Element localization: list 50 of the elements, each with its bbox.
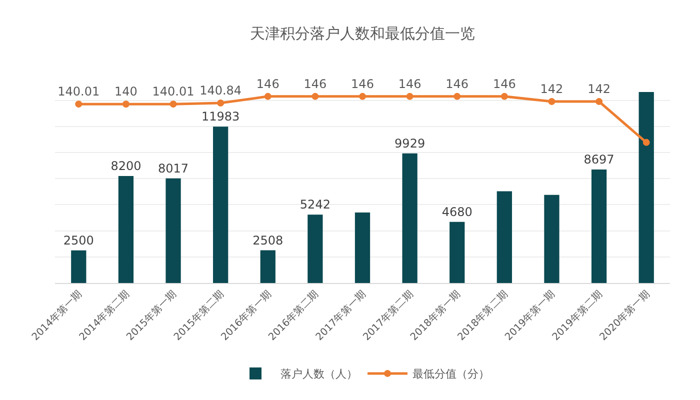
point bbox=[264, 92, 272, 100]
point bbox=[500, 92, 508, 100]
legend-label: 落户人数（人） bbox=[280, 368, 358, 381]
point bbox=[596, 98, 603, 106]
legend-label: 最低分值（分） bbox=[412, 368, 490, 381]
data-label: 2508 bbox=[252, 233, 284, 248]
bar bbox=[166, 178, 181, 283]
bar bbox=[402, 153, 418, 283]
point bbox=[217, 100, 224, 107]
data-label: 140.84 bbox=[200, 84, 242, 98]
bar bbox=[450, 222, 465, 283]
point bbox=[548, 98, 556, 106]
bar bbox=[308, 214, 323, 283]
data-label: 11983 bbox=[201, 110, 240, 124]
point bbox=[642, 138, 650, 146]
data-label: 140.01 bbox=[58, 84, 100, 99]
data-label: 8697 bbox=[584, 152, 614, 166]
data-label: 146 bbox=[492, 77, 516, 92]
data-label: 140 bbox=[114, 84, 138, 99]
bar bbox=[213, 126, 228, 283]
bar bbox=[638, 92, 654, 283]
bar bbox=[71, 250, 86, 283]
data-label: 9929 bbox=[394, 136, 426, 150]
point bbox=[75, 100, 82, 108]
point bbox=[406, 92, 414, 100]
bar bbox=[591, 169, 607, 283]
data-label: 146 bbox=[304, 77, 327, 92]
point bbox=[122, 100, 130, 108]
bar bbox=[354, 212, 370, 283]
bar bbox=[118, 176, 134, 283]
chart-title: 天津积分落户人数和最低分值一览 bbox=[250, 24, 475, 42]
point bbox=[359, 92, 366, 100]
data-label: 4680 bbox=[442, 204, 472, 219]
point bbox=[312, 92, 319, 100]
data-label: 142 bbox=[588, 82, 610, 96]
point bbox=[454, 92, 461, 100]
data-label: 140.01 bbox=[152, 84, 194, 99]
data-label: 146 bbox=[256, 77, 280, 92]
data-label: 146 bbox=[398, 77, 422, 92]
bar bbox=[496, 191, 512, 283]
data-label: 146 bbox=[351, 77, 374, 92]
data-label: 8200 bbox=[110, 158, 142, 173]
data-label: 146 bbox=[446, 77, 469, 92]
point bbox=[170, 100, 177, 108]
data-label: 2500 bbox=[63, 233, 94, 248]
data-label: 142 bbox=[540, 82, 564, 96]
data-label: 8017 bbox=[158, 161, 189, 176]
data-label: 5242 bbox=[300, 198, 330, 212]
bar bbox=[260, 250, 276, 283]
bar bbox=[544, 194, 560, 283]
